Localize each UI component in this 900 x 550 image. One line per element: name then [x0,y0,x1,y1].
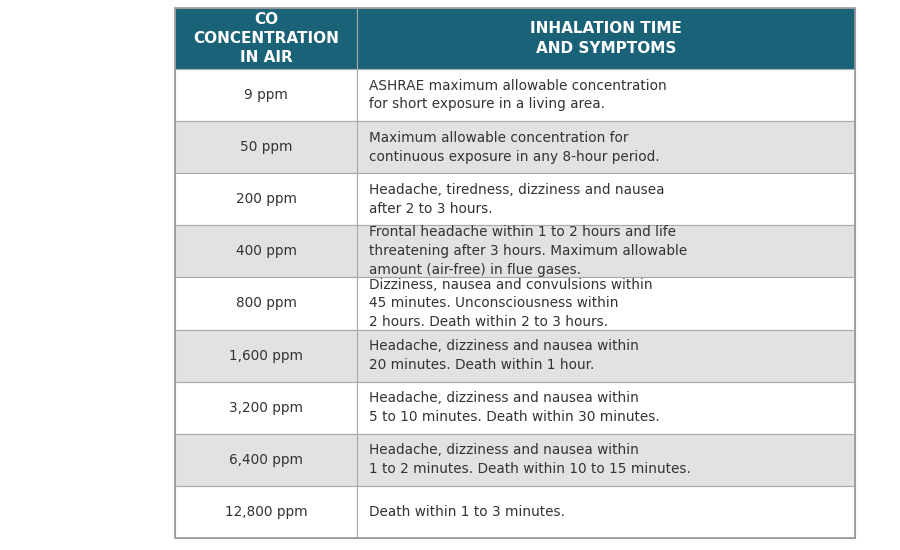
Text: CO
CONCENTRATION
IN AIR: CO CONCENTRATION IN AIR [194,12,339,65]
Text: 3,200 ppm: 3,200 ppm [230,401,303,415]
Bar [357,69,855,121]
Bar [357,486,855,538]
Bar [175,486,357,538]
Bar [175,121,357,173]
Bar [357,121,855,173]
Bar [175,434,357,486]
Text: Death within 1 to 3 minutes.: Death within 1 to 3 minutes. [369,505,565,519]
Text: Maximum allowable concentration for
continuous exposure in any 8-hour period.: Maximum allowable concentration for cont… [369,131,660,163]
Bar [175,8,855,538]
Text: 200 ppm: 200 ppm [236,192,297,206]
Text: 1,600 ppm: 1,600 ppm [230,349,303,362]
Text: Headache, dizziness and nausea within
20 minutes. Death within 1 hour.: Headache, dizziness and nausea within 20… [369,339,639,372]
Bar [175,277,357,329]
Bar [357,8,855,69]
Text: Headache, dizziness and nausea within
5 to 10 minutes. Death within 30 minutes.: Headache, dizziness and nausea within 5 … [369,391,660,424]
Text: Headache, tiredness, dizziness and nausea
after 2 to 3 hours.: Headache, tiredness, dizziness and nause… [369,183,665,216]
Text: 50 ppm: 50 ppm [240,140,292,154]
Text: 800 ppm: 800 ppm [236,296,297,310]
Bar [175,69,357,121]
Bar [357,173,855,226]
Text: Dizziness, nausea and convulsions within
45 minutes. Unconsciousness within
2 ho: Dizziness, nausea and convulsions within… [369,278,652,329]
Bar [175,173,357,226]
Text: ASHRAE maximum allowable concentration
for short exposure in a living area.: ASHRAE maximum allowable concentration f… [369,79,667,112]
Text: 6,400 ppm: 6,400 ppm [230,453,303,467]
Bar [357,226,855,277]
Text: INHALATION TIME
AND SYMPTOMS: INHALATION TIME AND SYMPTOMS [530,21,682,56]
Text: 9 ppm: 9 ppm [244,88,288,102]
Bar [357,329,855,382]
Bar [175,382,357,434]
Bar [357,277,855,329]
Bar [175,329,357,382]
Bar [175,8,357,69]
Bar [175,226,357,277]
Bar [357,434,855,486]
Text: Frontal headache within 1 to 2 hours and life
threatening after 3 hours. Maximum: Frontal headache within 1 to 2 hours and… [369,226,688,277]
Text: Headache, dizziness and nausea within
1 to 2 minutes. Death within 10 to 15 minu: Headache, dizziness and nausea within 1 … [369,443,691,476]
Text: 400 ppm: 400 ppm [236,244,297,258]
Bar [357,382,855,434]
Text: 12,800 ppm: 12,800 ppm [225,505,308,519]
